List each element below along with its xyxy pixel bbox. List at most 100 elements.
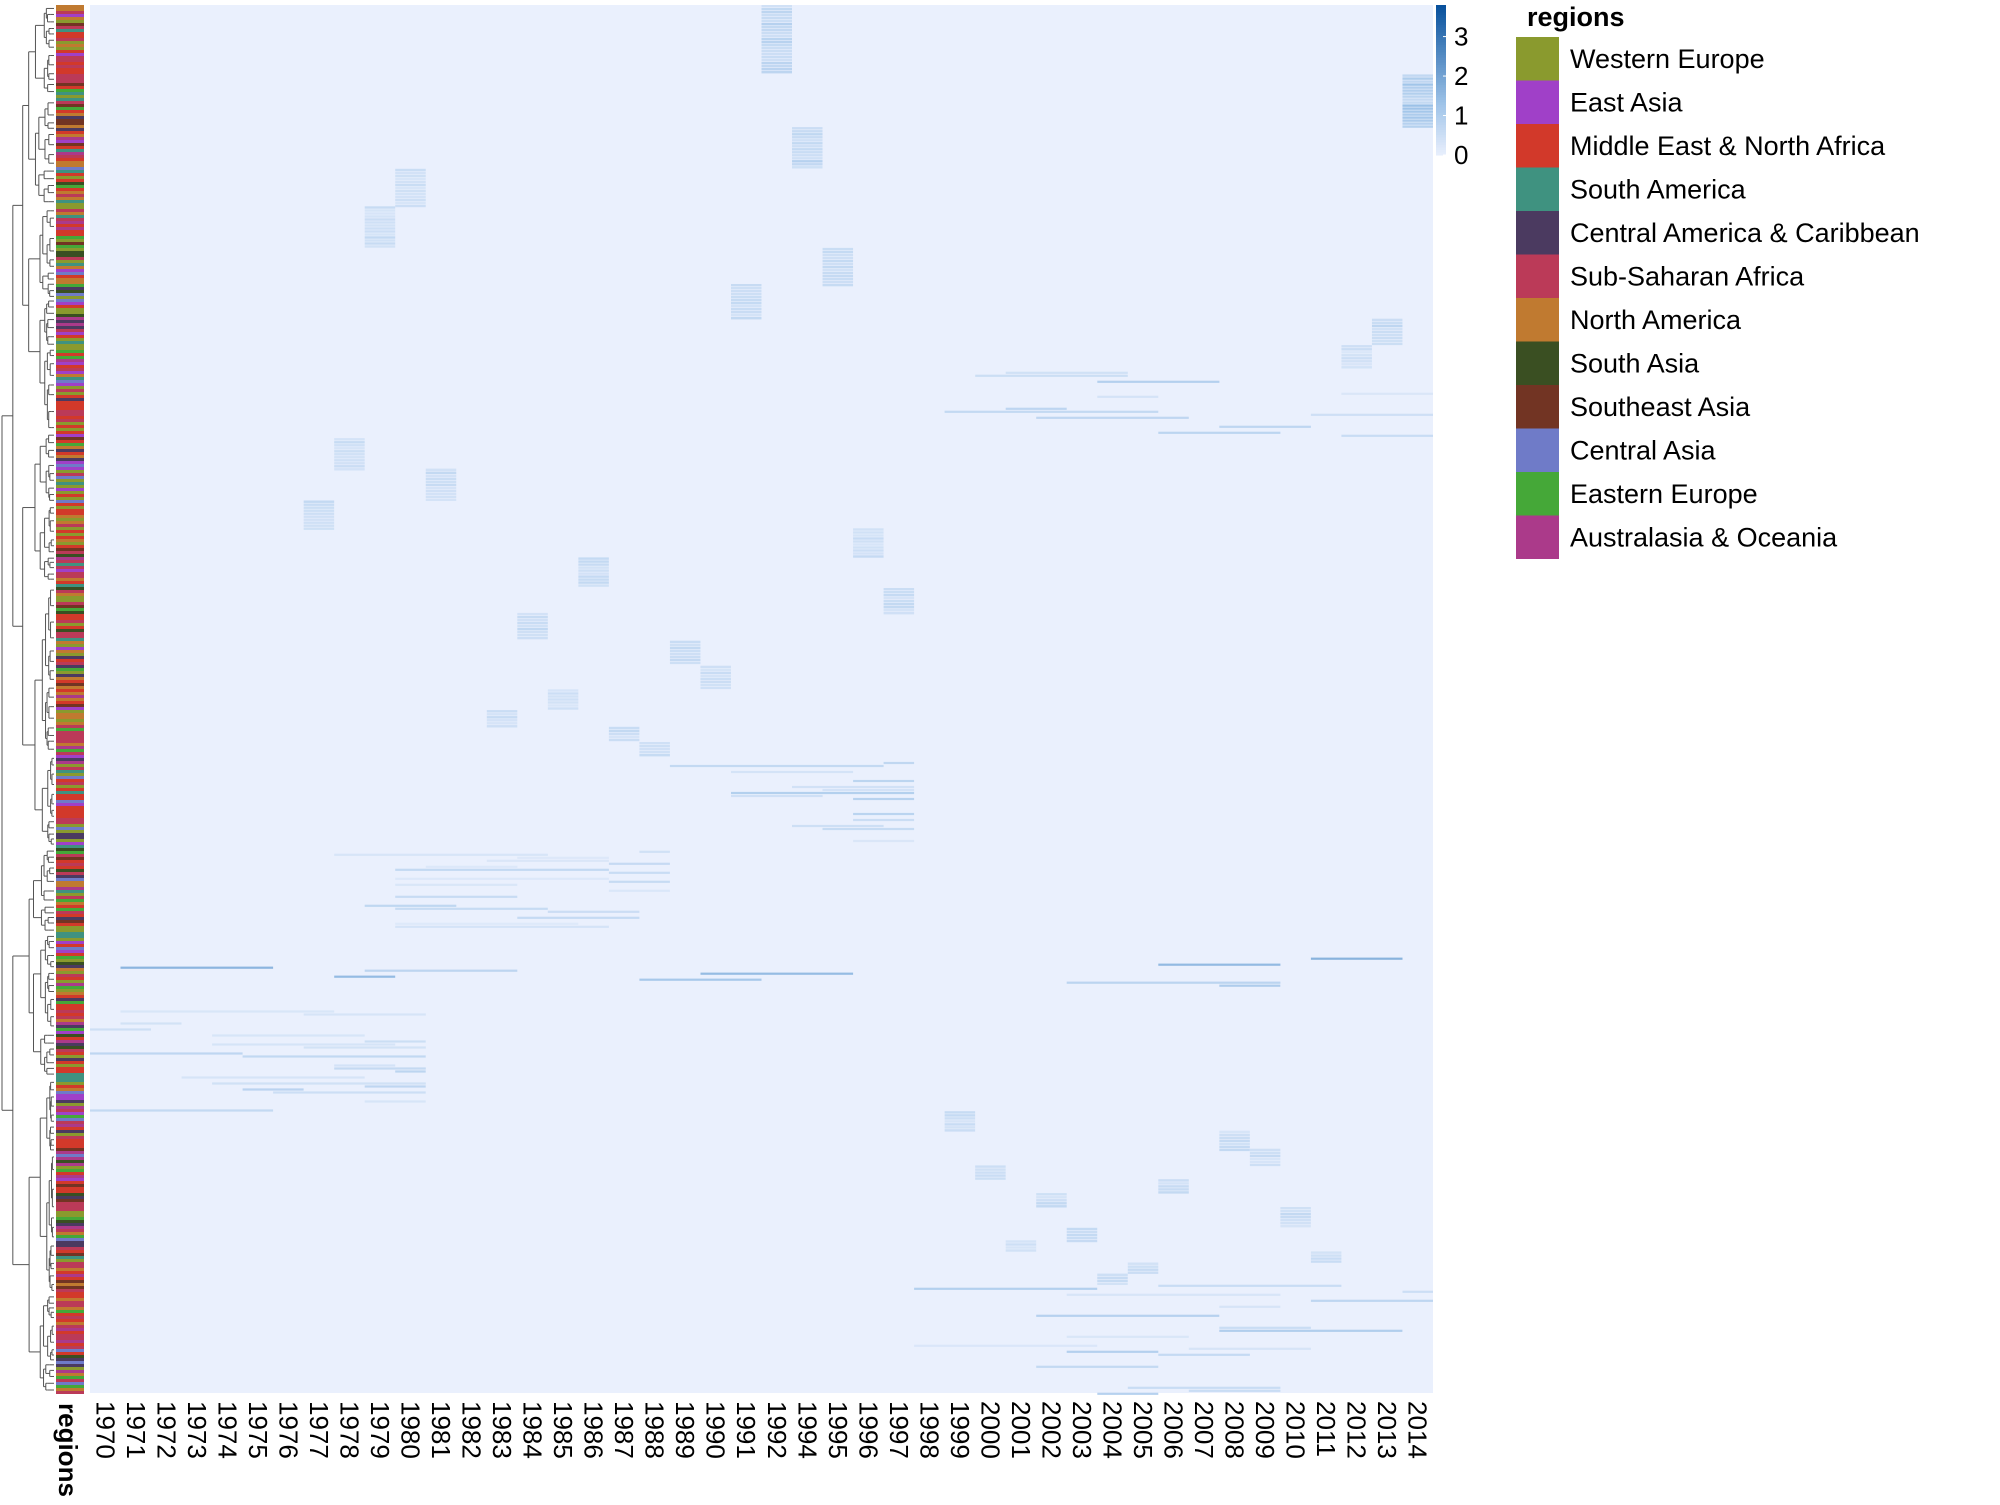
heatmap-cell bbox=[1158, 1353, 1250, 1356]
legend-label: South Asia bbox=[1570, 349, 1700, 379]
region-annotation-cell bbox=[56, 140, 84, 143]
heatmap-cell bbox=[1402, 98, 1433, 101]
heatmap-cell bbox=[792, 154, 823, 157]
heatmap-cell bbox=[792, 145, 823, 148]
color-scale-segment bbox=[1436, 95, 1446, 98]
region-annotation-cell bbox=[56, 587, 84, 590]
heatmap-cell bbox=[761, 8, 792, 11]
heatmap-block-2012 bbox=[1341, 345, 1372, 369]
heatmap-cell bbox=[395, 192, 426, 196]
region-annotation-cell bbox=[56, 263, 84, 266]
x-tick-label: 2005 bbox=[1128, 1401, 1158, 1459]
heatmap-cell bbox=[395, 925, 609, 928]
heatmap-cell bbox=[1219, 1329, 1403, 1332]
region-annotation-cell bbox=[56, 1259, 84, 1262]
region-annotation-cell bbox=[56, 689, 84, 692]
heatmap-cell bbox=[761, 35, 792, 38]
region-annotation-cell bbox=[56, 1268, 84, 1271]
heatmap-cell bbox=[792, 139, 823, 142]
region-annotation-cell bbox=[56, 563, 84, 566]
heatmap-cell bbox=[334, 1067, 426, 1070]
color-scale-segment bbox=[1436, 82, 1446, 86]
heatmap-cell bbox=[944, 1111, 976, 1114]
heatmap-cell bbox=[334, 468, 365, 471]
region-annotation-cell bbox=[56, 728, 84, 731]
x-tick-label: 1994 bbox=[792, 1401, 822, 1459]
region-annotation-cell bbox=[56, 674, 84, 677]
heatmap-block-1984 bbox=[517, 612, 548, 640]
heatmap-cell bbox=[303, 1013, 426, 1016]
region-annotation-cell bbox=[56, 1052, 84, 1055]
region-annotation-cell bbox=[56, 857, 84, 860]
region-annotation-cell bbox=[56, 425, 84, 428]
region-annotation-cell bbox=[56, 80, 84, 83]
region-annotation-cell bbox=[56, 1187, 84, 1190]
heatmap-cell bbox=[883, 600, 915, 603]
heatmap-cell bbox=[730, 317, 762, 320]
heatmap-block-1978 bbox=[334, 438, 365, 471]
region-annotation-cell bbox=[56, 95, 84, 98]
region-annotation-cell bbox=[56, 371, 84, 374]
heatmap-cell bbox=[1066, 1233, 1098, 1237]
heatmap-cell bbox=[944, 1123, 976, 1126]
heatmap-cell bbox=[395, 868, 609, 871]
x-tick-label: 2004 bbox=[1098, 1401, 1128, 1459]
heatmap-cell bbox=[883, 606, 915, 609]
heatmap-block-2002 bbox=[1036, 1193, 1067, 1208]
region-annotation-cell bbox=[56, 1202, 84, 1205]
heatmap-band-1 bbox=[944, 371, 1433, 437]
heatmap-cell bbox=[1036, 1314, 1220, 1317]
region-annotation-cell bbox=[56, 206, 84, 209]
heatmap-cell bbox=[303, 527, 335, 530]
heatmap-cell bbox=[364, 221, 396, 224]
region-annotation-cell bbox=[56, 350, 84, 353]
region-annotation-cell bbox=[56, 635, 84, 638]
region-annotation-cell bbox=[56, 77, 84, 80]
region-annotation-cell bbox=[56, 800, 84, 803]
region-annotation-cell bbox=[56, 1160, 84, 1163]
region-annotation-cell bbox=[56, 1193, 84, 1196]
heatmap-cell bbox=[761, 32, 792, 35]
region-annotation-cell bbox=[56, 752, 84, 755]
heatmap-cell bbox=[730, 302, 762, 305]
heatmap-cell bbox=[1249, 1154, 1281, 1158]
heatmap-cell bbox=[1066, 1350, 1159, 1353]
region-annotation-cell bbox=[56, 152, 84, 155]
x-tick-label: 2010 bbox=[1281, 1401, 1311, 1459]
heatmap-cell bbox=[883, 594, 915, 597]
region-annotation-cell bbox=[56, 686, 84, 689]
region-annotation-cell bbox=[56, 1010, 84, 1013]
region-annotation-cell bbox=[56, 854, 84, 857]
heatmap-cell bbox=[761, 53, 792, 56]
heatmap-block-2004 bbox=[1097, 1273, 1128, 1285]
heatmap-cell bbox=[364, 236, 396, 239]
region-annotation-cell bbox=[56, 485, 84, 488]
heatmap-cell bbox=[1219, 1145, 1250, 1149]
heatmap-cell bbox=[1371, 330, 1403, 334]
heatmap-cell bbox=[1341, 345, 1372, 348]
heatmap-cell bbox=[1371, 339, 1403, 343]
region-annotation-cell bbox=[56, 968, 84, 971]
heatmap-cell bbox=[792, 163, 823, 166]
heatmap-cell bbox=[1066, 1230, 1098, 1234]
region-annotation-cell bbox=[56, 1313, 84, 1316]
heatmap-cell bbox=[303, 518, 335, 521]
heatmap-cell bbox=[242, 1055, 426, 1058]
heatmap-cell bbox=[1310, 957, 1403, 960]
region-annotation-cell bbox=[56, 266, 84, 269]
heatmap-cell bbox=[1036, 1196, 1067, 1199]
heatmap-cell bbox=[517, 627, 548, 631]
region-annotation-cell bbox=[56, 701, 84, 704]
heatmap-cell bbox=[1341, 360, 1372, 363]
region-annotation-cell bbox=[56, 1175, 84, 1178]
region-annotation-cell bbox=[56, 1376, 84, 1379]
heatmap-cell bbox=[1310, 413, 1433, 416]
heatmap-cell bbox=[395, 895, 518, 898]
region-annotation-cell bbox=[56, 317, 84, 320]
heatmap-cell bbox=[395, 877, 609, 880]
region-annotation-cell bbox=[56, 965, 84, 968]
heatmap-cell bbox=[853, 797, 915, 801]
region-annotation-cell bbox=[56, 1352, 84, 1355]
heatmap-cell bbox=[1066, 981, 1281, 984]
region-annotation-cell bbox=[56, 218, 84, 221]
